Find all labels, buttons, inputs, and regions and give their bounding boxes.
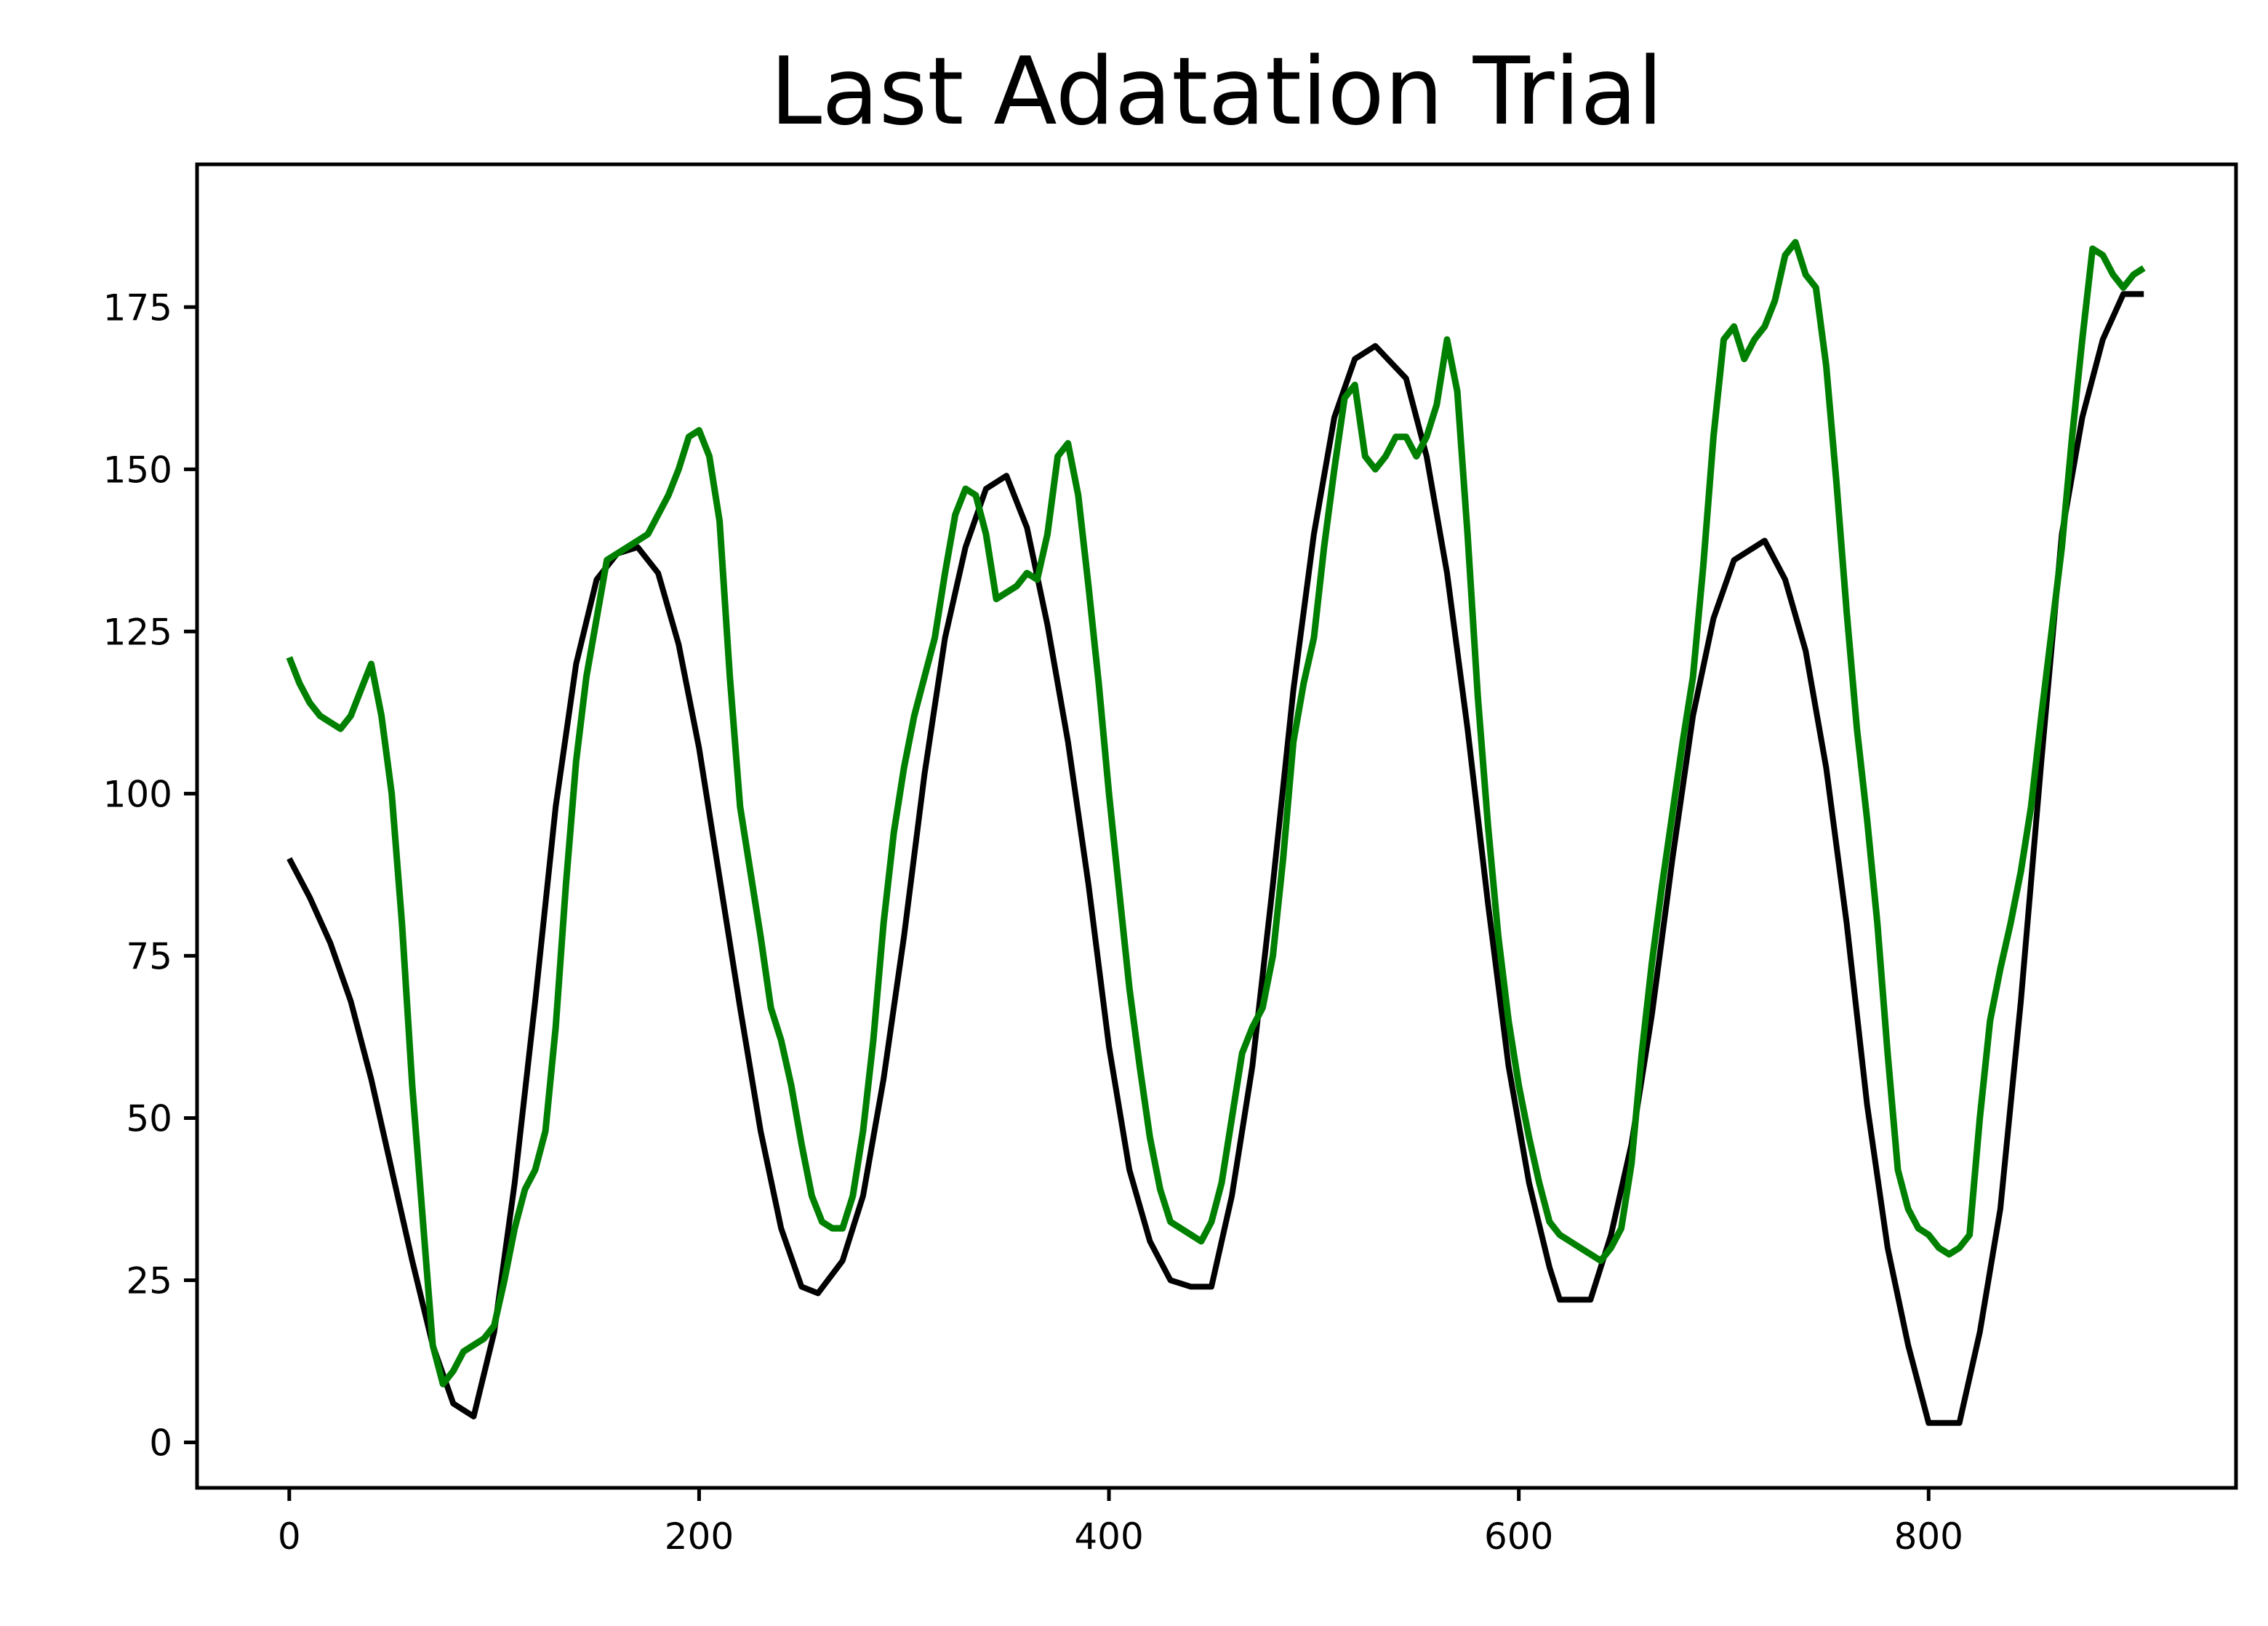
x-tick-label: 200 bbox=[665, 1515, 734, 1558]
y-tick-label: 75 bbox=[126, 935, 172, 977]
y-tick-label: 175 bbox=[103, 287, 172, 329]
y-tick-label: 0 bbox=[149, 1422, 172, 1465]
series-line-2 bbox=[286, 239, 2146, 1387]
y-tick-label: 150 bbox=[103, 449, 172, 491]
x-tick-label: 600 bbox=[1484, 1515, 1553, 1558]
series-group bbox=[286, 239, 2146, 1426]
chart-title: Last Adatation Trial bbox=[770, 38, 1663, 146]
y-tick-label: 25 bbox=[126, 1260, 172, 1302]
y-tick-label: 100 bbox=[103, 773, 172, 815]
y-tick-label: 50 bbox=[126, 1097, 172, 1140]
axis-ticks: 0 200 400 600 800 0 25 50 75 100 125 150 175 bbox=[103, 287, 1963, 1558]
x-tick-label: 0 bbox=[278, 1515, 301, 1558]
y-tick-label: 125 bbox=[103, 611, 172, 653]
series-line-1 bbox=[286, 291, 2144, 1426]
plot-frame bbox=[195, 162, 2238, 1490]
x-tick-label: 400 bbox=[1074, 1515, 1143, 1558]
x-tick-label: 800 bbox=[1894, 1515, 1963, 1558]
